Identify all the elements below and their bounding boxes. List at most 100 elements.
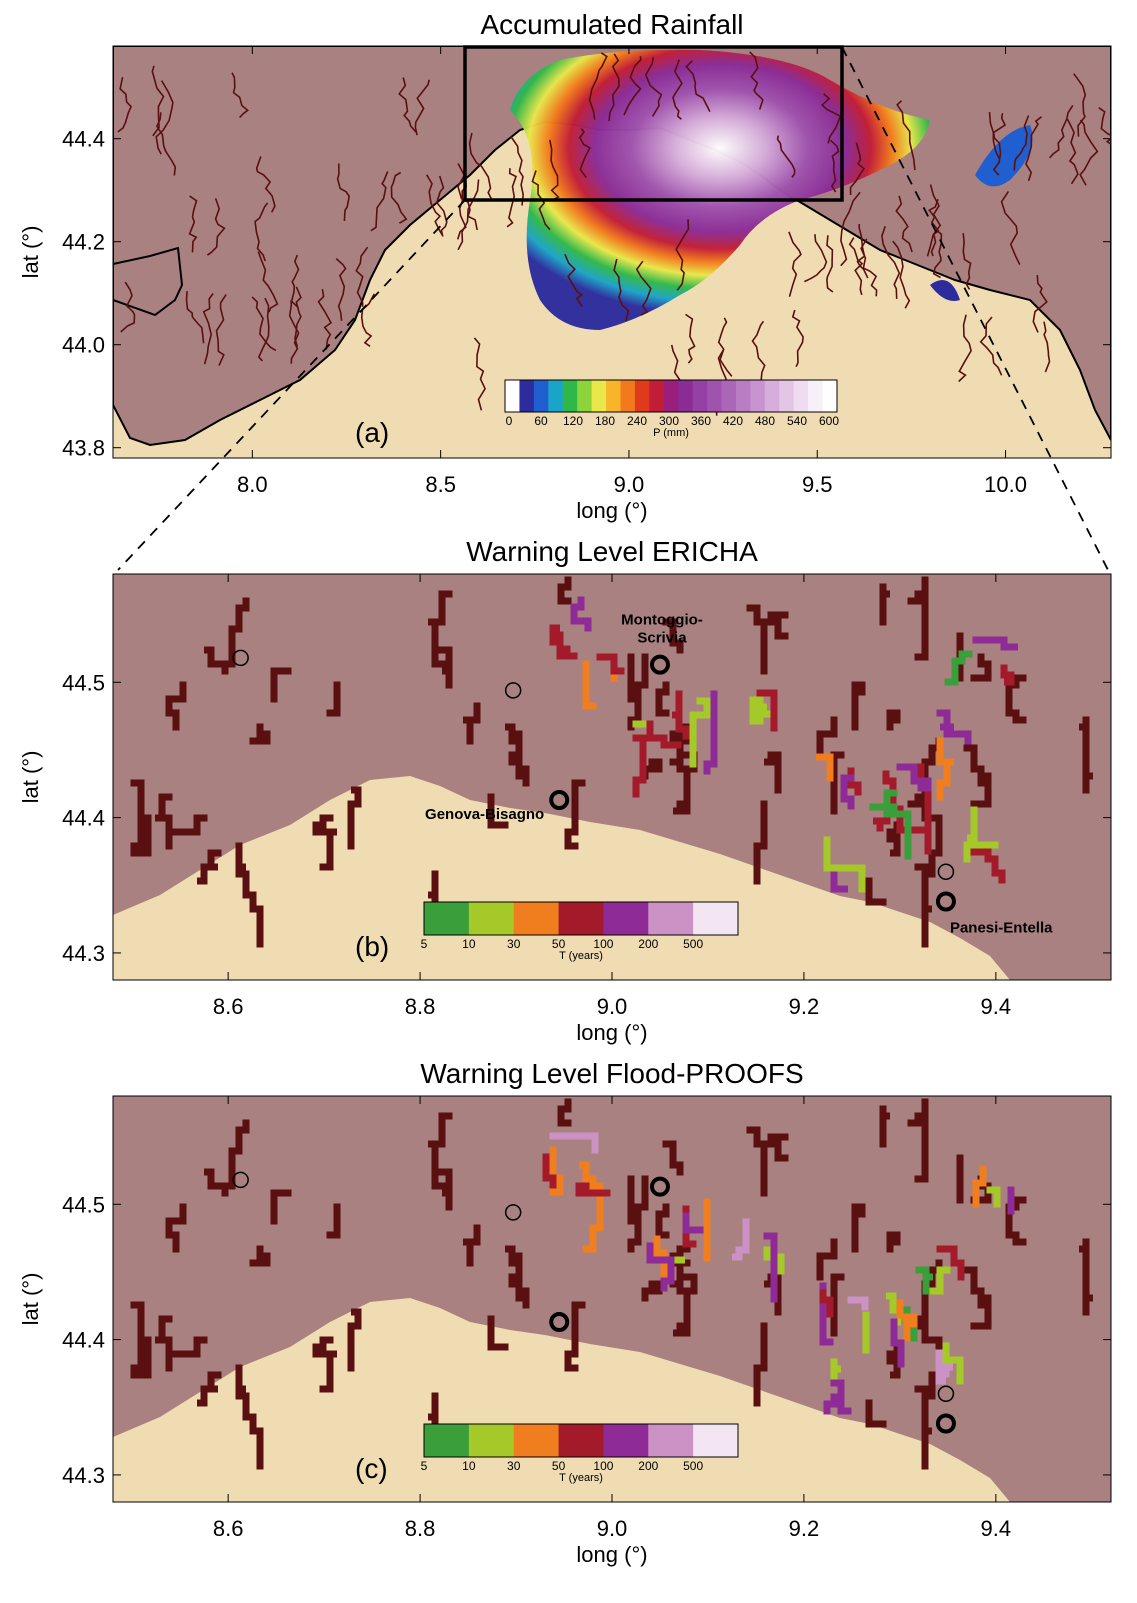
river-network-a bbox=[117, 51, 1111, 416]
river-segment bbox=[506, 168, 517, 228]
warning-reach bbox=[549, 1132, 599, 1154]
river-segment bbox=[473, 337, 487, 411]
warning-reach bbox=[869, 789, 898, 811]
panel-a-axes: 8.0 8.5 9.0 9.5 10.0 44.4 44.2 44.0 43.8 bbox=[62, 46, 1111, 497]
y-tick-label: 43.8 bbox=[62, 436, 105, 461]
river-segment bbox=[767, 611, 789, 640]
river-segment bbox=[988, 112, 1002, 176]
river-segment bbox=[564, 779, 586, 850]
warning-reach bbox=[823, 1393, 838, 1415]
river-segment bbox=[510, 136, 525, 206]
colorbar-swatch bbox=[620, 380, 636, 412]
station-marker bbox=[549, 1312, 570, 1333]
colorbar-swatch bbox=[591, 380, 607, 412]
colorbar-tick-label: 180 bbox=[595, 414, 615, 428]
warning-reach bbox=[542, 1153, 557, 1189]
river-segment bbox=[251, 296, 277, 352]
river-segment bbox=[155, 1315, 173, 1372]
colorbar-tick-label: 360 bbox=[691, 414, 711, 428]
colorbar-swatch bbox=[558, 1424, 604, 1457]
station-marker bbox=[935, 1413, 956, 1434]
river-segment bbox=[791, 309, 804, 368]
river-segment bbox=[816, 716, 838, 759]
river-segment bbox=[438, 1168, 453, 1211]
station-marker bbox=[232, 649, 249, 667]
colorbar-swatch bbox=[779, 380, 795, 412]
warning-reach bbox=[570, 596, 592, 632]
x-tick-label: 9.0 bbox=[597, 994, 628, 1019]
colorbar-swatch bbox=[648, 1424, 694, 1457]
colorbar-swatch bbox=[808, 380, 824, 412]
river-segment bbox=[270, 1189, 292, 1225]
warning-reach bbox=[942, 1342, 964, 1364]
river-segment bbox=[398, 77, 417, 133]
river-segment bbox=[270, 667, 292, 703]
warning-reach bbox=[582, 1196, 604, 1253]
y-tick-label: 44.4 bbox=[62, 806, 105, 831]
panel-c-xlabel: long (°) bbox=[576, 1542, 647, 1567]
river-segment bbox=[204, 646, 229, 675]
river-segment bbox=[508, 730, 523, 780]
river-segment bbox=[197, 849, 222, 885]
station-marker bbox=[549, 790, 570, 811]
x-tick-label: 8.5 bbox=[425, 472, 456, 497]
y-tick-label: 44.0 bbox=[62, 333, 105, 358]
colorbar-swatch bbox=[648, 902, 694, 935]
river-segment bbox=[804, 234, 828, 283]
river-segment bbox=[151, 65, 165, 137]
river-segment bbox=[336, 163, 351, 222]
river-segment bbox=[886, 1231, 901, 1253]
river-segment bbox=[907, 737, 943, 808]
rainfall-field bbox=[510, 49, 930, 330]
station-marker bbox=[937, 1385, 955, 1402]
river-segment bbox=[865, 1399, 887, 1428]
river-segment bbox=[588, 52, 608, 120]
x-tick-label: 9.4 bbox=[981, 994, 1012, 1019]
river-segment bbox=[215, 294, 227, 366]
river-segment bbox=[468, 132, 494, 202]
river-segment bbox=[746, 604, 768, 675]
river-segment bbox=[816, 1238, 838, 1281]
river-segment bbox=[821, 93, 842, 144]
y-tick-label: 44.4 bbox=[62, 127, 105, 152]
x-tick-label: 8.0 bbox=[237, 472, 268, 497]
river-segment bbox=[487, 1315, 509, 1351]
panel-c-ylabel: lat (°) bbox=[18, 1273, 43, 1326]
x-tick-label: 9.5 bbox=[802, 472, 833, 497]
river-segment bbox=[914, 1105, 929, 1183]
river-segment bbox=[172, 1336, 208, 1358]
river-segment bbox=[849, 142, 866, 195]
warning-reach bbox=[935, 1349, 953, 1385]
panel-c-axes: 8.6 8.8 9.0 9.2 9.4 44.5 44.4 44.3 bbox=[62, 1096, 1111, 1541]
river-segment bbox=[655, 681, 670, 717]
river-segment bbox=[717, 317, 733, 377]
colorbar-swatch bbox=[548, 380, 564, 412]
y-tick-label: 44.2 bbox=[62, 230, 105, 255]
colorbar-swatch bbox=[424, 902, 470, 935]
river-segment bbox=[886, 1343, 901, 1379]
river-segment bbox=[185, 291, 205, 344]
panel-b-xlabel: long (°) bbox=[576, 1020, 647, 1045]
x-tick-label: 9.0 bbox=[614, 472, 645, 497]
river-segment bbox=[294, 286, 302, 348]
colorbar-swatch bbox=[634, 380, 650, 412]
panel-a-title: Accumulated Rainfall bbox=[480, 9, 743, 40]
river-segment bbox=[830, 751, 845, 815]
colorbar-swatch bbox=[558, 902, 604, 935]
stations-b: Montoggio-Scrivia Genova-Bisagno Panesi-En… bbox=[232, 612, 1053, 937]
river-segment bbox=[370, 171, 389, 232]
river-segment bbox=[155, 793, 173, 850]
colorbar-swatch bbox=[735, 380, 751, 412]
colorbar-frame bbox=[423, 901, 739, 936]
panel-c-title: Warning Level Flood-PROOFS bbox=[420, 1058, 803, 1089]
river-segment bbox=[312, 1336, 337, 1393]
river-segment bbox=[830, 1273, 845, 1337]
x-tick-label: 9.2 bbox=[789, 1516, 820, 1541]
panel-a-ylabel: lat (°) bbox=[18, 226, 43, 279]
colorbar-return-period-b: 5 10 30 50 100 200 500 T (years) bbox=[421, 901, 739, 962]
river-segment bbox=[508, 1252, 523, 1302]
warning-reaches-b bbox=[549, 596, 1018, 893]
river-segment bbox=[130, 1301, 145, 1379]
warning-reach bbox=[819, 1289, 834, 1318]
colorbar-tick-label: 60 bbox=[534, 414, 548, 428]
